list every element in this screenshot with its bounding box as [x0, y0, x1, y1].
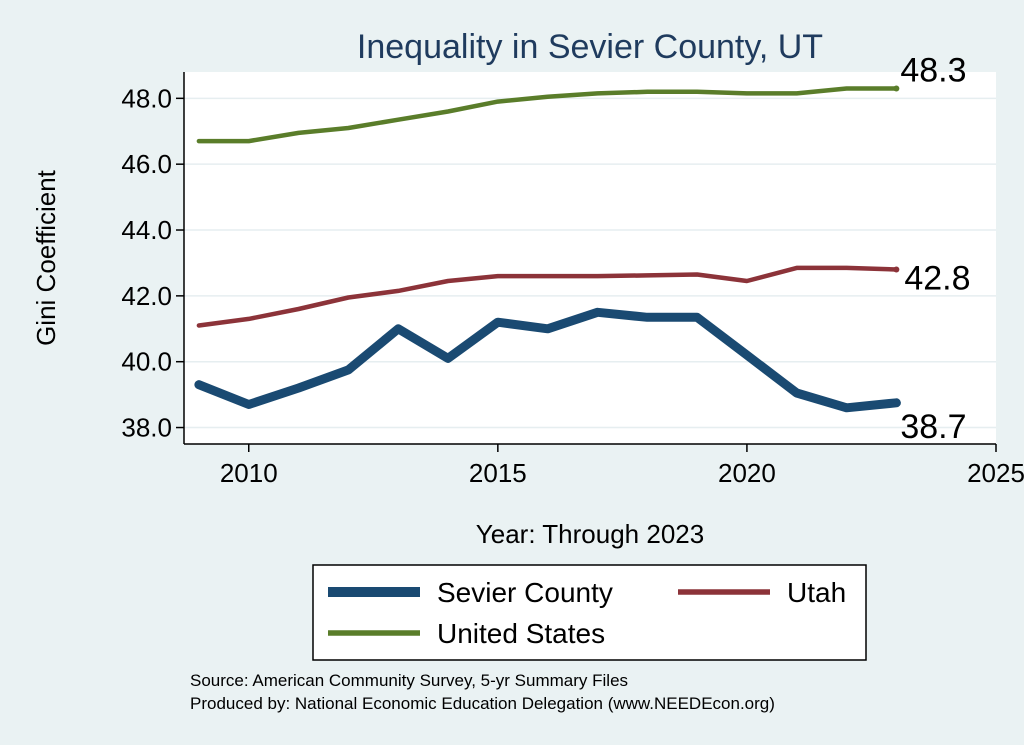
series-end-point-united-states — [893, 85, 900, 92]
legend: Sevier County Utah United States — [312, 564, 867, 661]
x-tick-label: 2015 — [469, 458, 527, 488]
legend-label-utah: Utah — [787, 577, 846, 608]
legend-entries: Sevier County Utah United States — [328, 577, 846, 649]
y-axis-title: Gini Coefficient — [31, 169, 61, 346]
series-line-utah — [196, 265, 899, 328]
y-tick-label: 42.0 — [121, 281, 172, 311]
legend-label-united-states: United States — [437, 618, 605, 649]
series-line-sevier-county — [194, 307, 901, 413]
series-end-point-sevier-county — [893, 399, 900, 406]
end-label-sevier-county: 38.7 — [900, 408, 966, 446]
producer-line: Produced by: National Economic Education… — [190, 694, 775, 713]
series-lines — [194, 85, 901, 413]
y-tick-label: 38.0 — [121, 413, 172, 443]
chart-title: Inequality in Sevier County, UT — [357, 28, 823, 66]
legend-box — [312, 564, 867, 661]
series-line-united-states — [196, 86, 899, 144]
y-tick-label: 46.0 — [121, 149, 172, 179]
x-axis-title: Year: Through 2023 — [476, 519, 704, 549]
x-tick-label: 2020 — [718, 458, 776, 488]
tick-labels: 38.0 40.0 42.0 44.0 46.0 48.0 2010 2015 2020 2025 — [121, 83, 1024, 488]
y-tick-label: 48.0 — [121, 83, 172, 113]
end-label-united-states: 48.3 — [900, 51, 966, 89]
legend-label-sevier-county: Sevier County — [437, 577, 613, 608]
y-tick-label: 40.0 — [121, 347, 172, 377]
series-end-point-utah — [893, 266, 900, 273]
source-line: Source: American Community Survey, 5-yr … — [190, 671, 628, 690]
grid-lines — [184, 97, 996, 429]
end-label-utah: 42.8 — [904, 260, 970, 298]
x-tick-label: 2010 — [220, 458, 278, 488]
axes — [176, 72, 997, 452]
y-tick-label: 44.0 — [121, 215, 172, 245]
x-tick-label: 2025 — [967, 458, 1024, 488]
end-labels: 38.7 42.8 48.3 — [900, 51, 970, 445]
